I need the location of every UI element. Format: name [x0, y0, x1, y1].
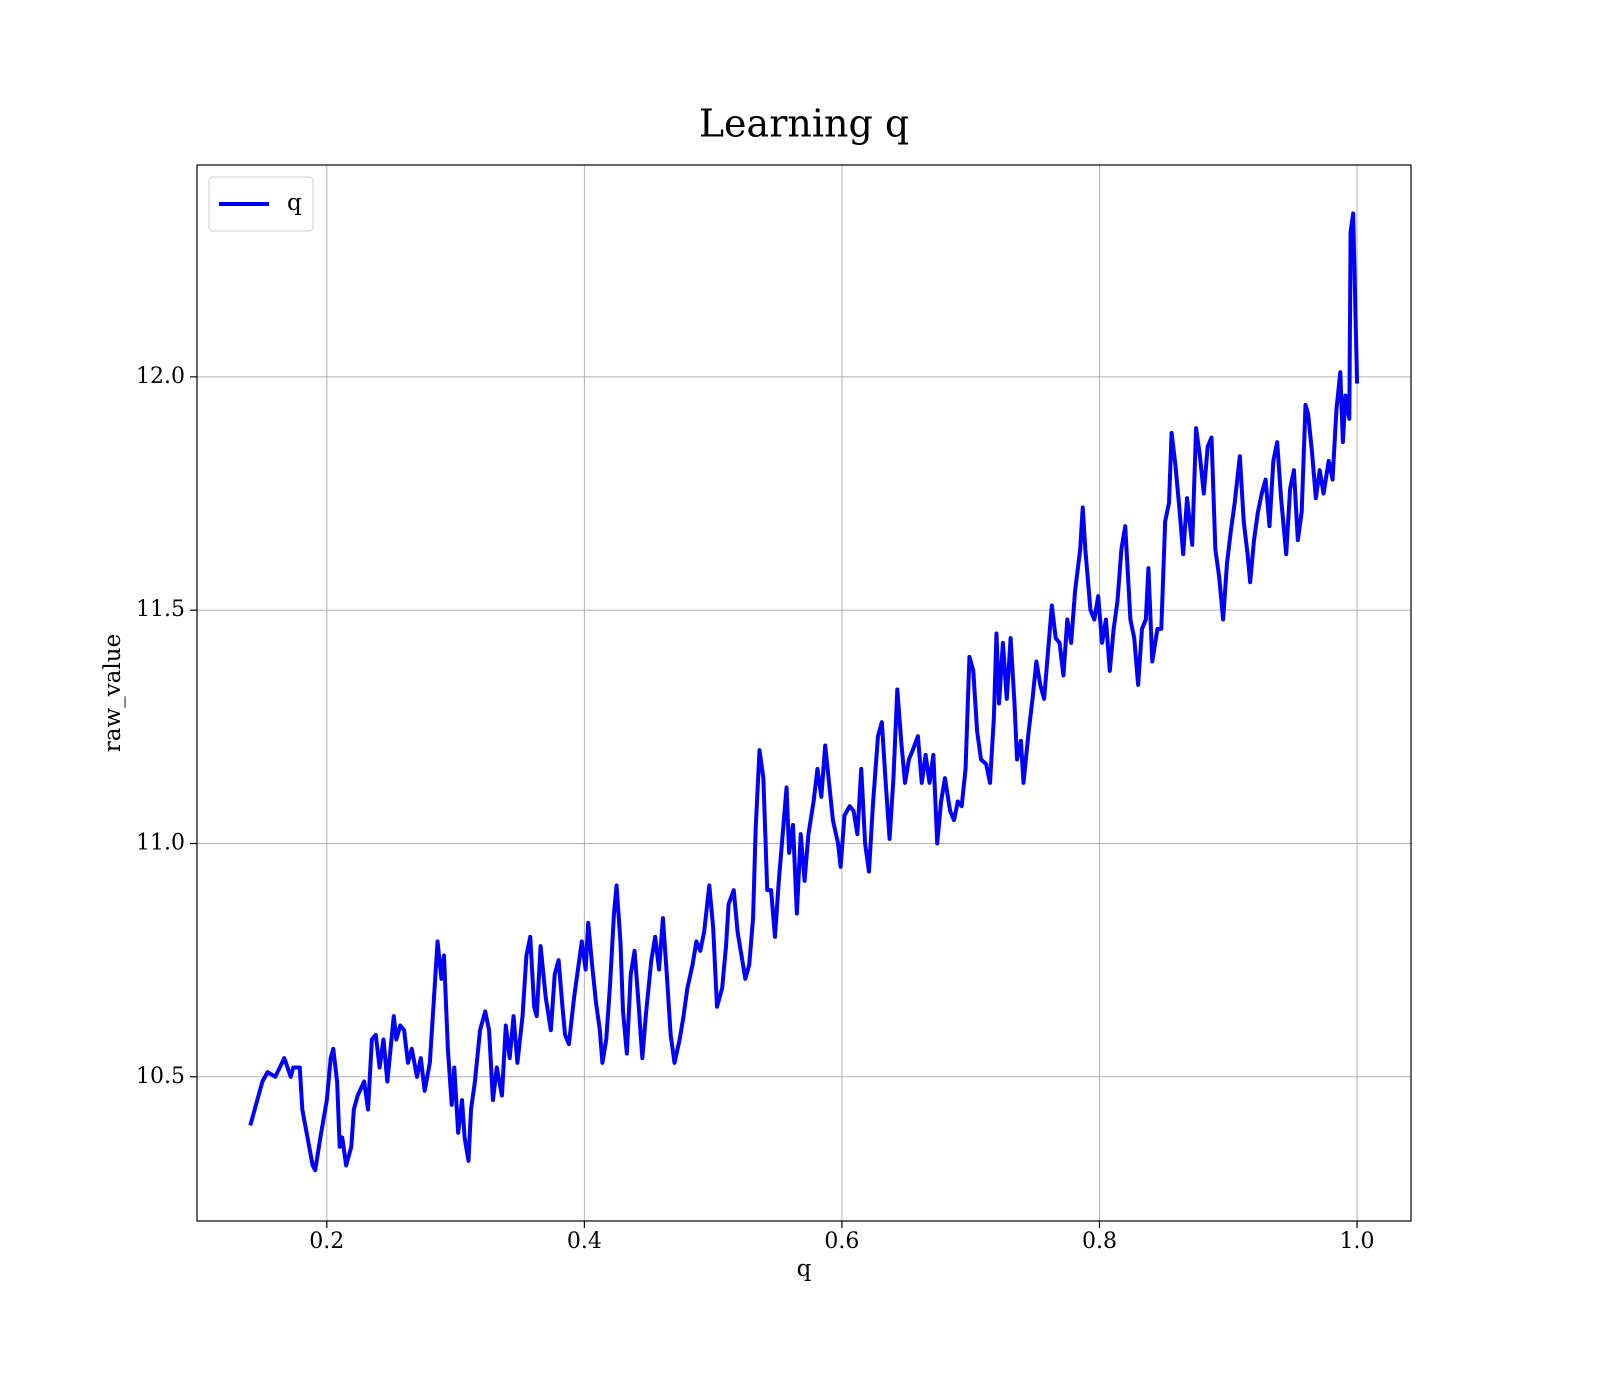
x-axis-label: q	[797, 1256, 812, 1282]
x-tick-label: 0.6	[824, 1229, 859, 1254]
legend: q	[208, 176, 314, 232]
x-tick-label: 0.8	[1082, 1229, 1117, 1254]
y-tick-label: 10.5	[136, 1064, 185, 1089]
y-axis-label: raw_value	[100, 634, 126, 752]
grid	[197, 165, 1411, 1221]
line-series	[248, 211, 1360, 1173]
plot-area	[248, 211, 1360, 1173]
legend-label: q	[287, 190, 302, 216]
x-tick-label: 1.0	[1340, 1229, 1375, 1254]
x-tick-label: 0.2	[309, 1229, 344, 1254]
ticks: 0.2 0.4 0.6 0.8 1.0 10.5 11.0 11.5 12.0	[136, 364, 1375, 1254]
y-tick-label: 11.0	[136, 830, 185, 855]
axes-frame	[196, 164, 1412, 1222]
y-tick-label: 11.5	[136, 597, 185, 622]
x-tick-label: 0.4	[567, 1229, 602, 1254]
y-tick-label: 12.0	[136, 364, 185, 389]
chart-title: Learning q	[699, 102, 909, 146]
